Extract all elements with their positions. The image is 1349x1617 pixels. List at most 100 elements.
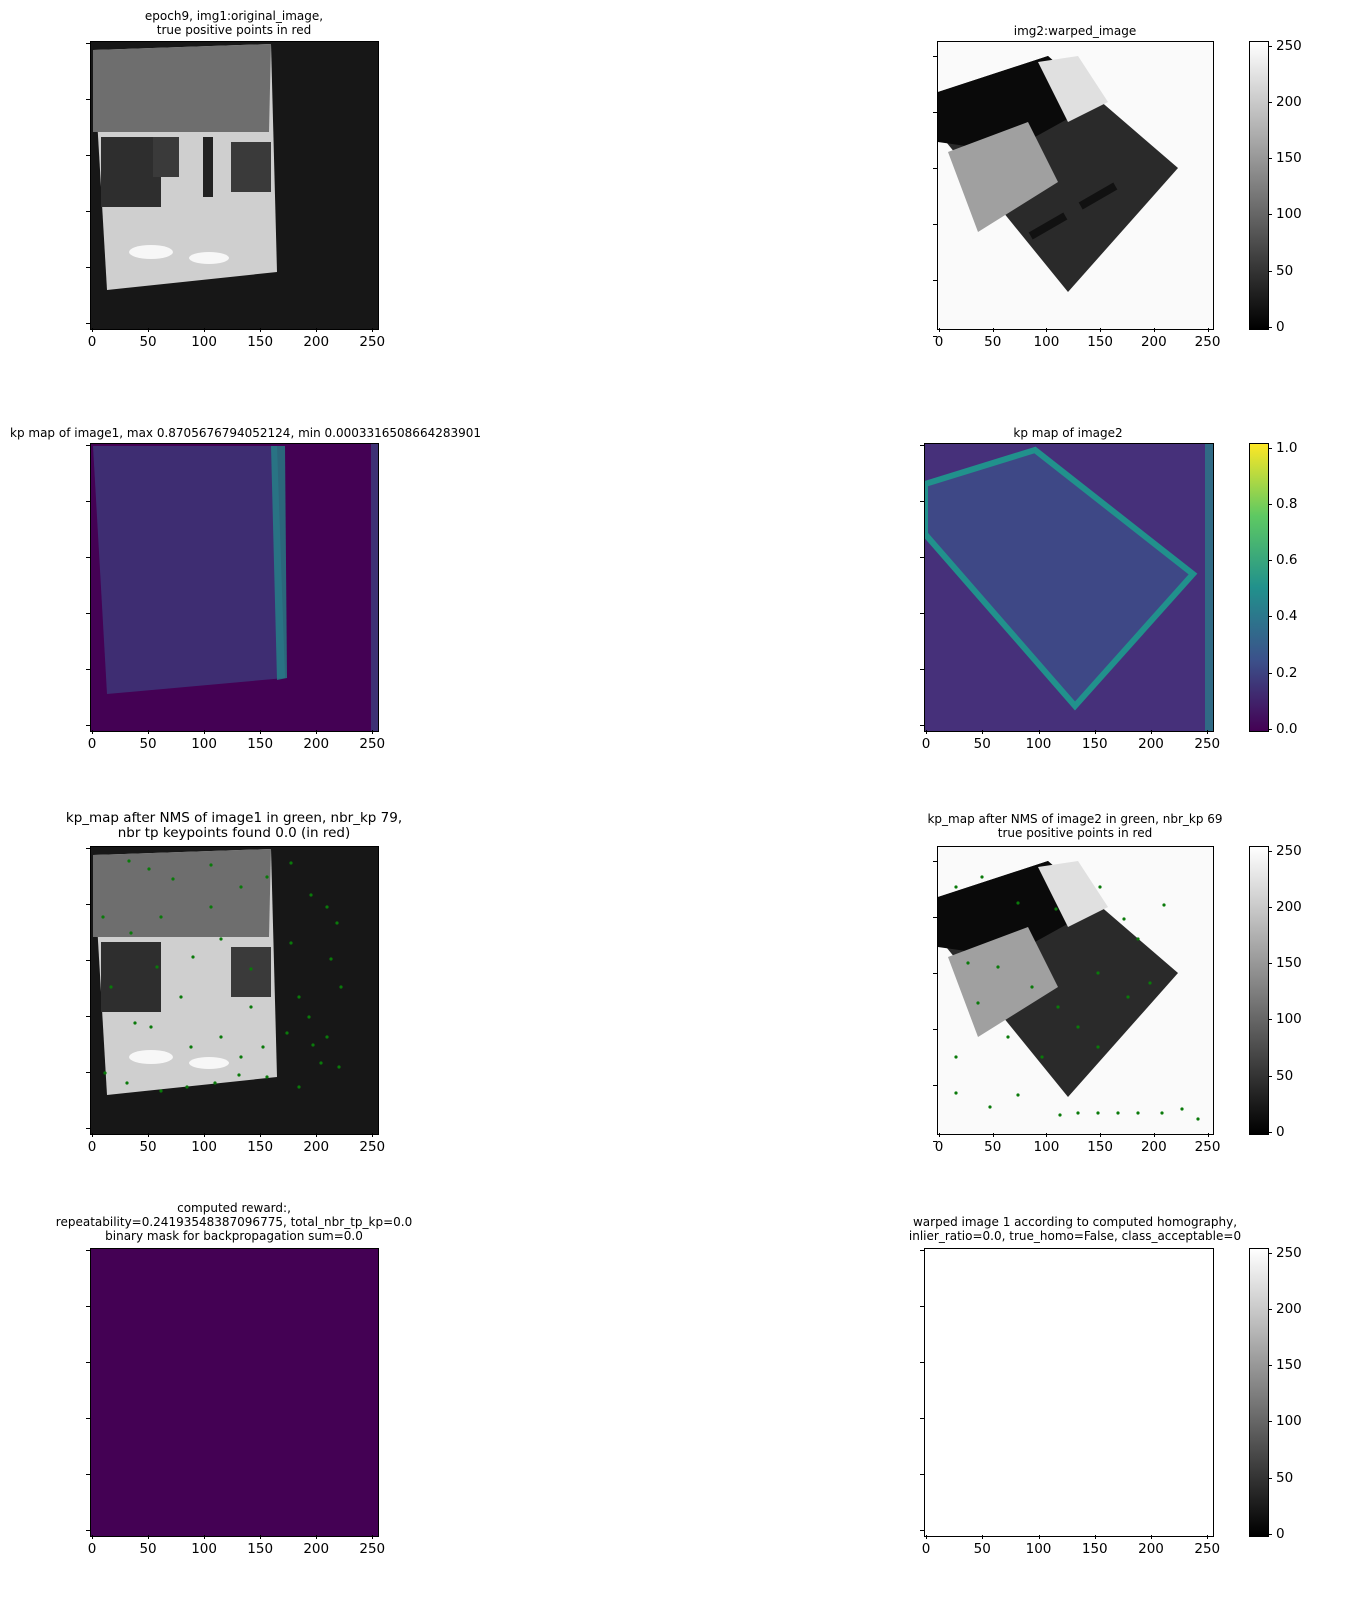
axis-tick-label: 0 xyxy=(87,1139,97,1155)
tick-mark xyxy=(86,445,90,446)
tick-mark xyxy=(1207,730,1209,734)
tick-mark xyxy=(86,1016,90,1018)
tick-mark xyxy=(92,1133,93,1137)
tick-mark xyxy=(920,1306,924,1308)
tick-mark xyxy=(86,1250,90,1251)
keypoint-marker xyxy=(988,1105,992,1109)
axis-tick-label: 250 xyxy=(1194,736,1221,752)
axis-tick-label: 250 xyxy=(359,1139,386,1155)
keypoint-marker xyxy=(1056,1005,1060,1009)
tick-mark xyxy=(933,168,937,170)
tick-mark xyxy=(86,267,90,269)
keypoint-marker xyxy=(265,875,269,879)
reward-mask-plot xyxy=(90,1248,379,1537)
keypoint-marker xyxy=(213,1081,217,1085)
tick-mark xyxy=(920,1530,924,1532)
nms-image1-plot xyxy=(90,846,379,1135)
tick-mark xyxy=(86,904,90,906)
tick-mark xyxy=(204,328,206,332)
colorbar-tick-mark xyxy=(1268,1308,1272,1310)
keypoint-marker xyxy=(311,1043,315,1047)
keypoint-marker xyxy=(954,1091,958,1095)
keypoint-marker xyxy=(191,955,195,959)
axis-tick-label: 50 xyxy=(139,1541,157,1557)
colorbar-tick-label: 50 xyxy=(1276,262,1294,279)
tick-mark xyxy=(86,669,90,671)
keypoint-marker xyxy=(1148,981,1152,985)
keypoint-marker xyxy=(1136,937,1140,941)
axis-tick-label: 250 xyxy=(1194,1541,1221,1557)
colorbar-tick-label: 200 xyxy=(1276,1300,1302,1317)
tick-mark xyxy=(86,1362,90,1364)
tick-mark xyxy=(86,1530,90,1532)
axis-tick-label: 50 xyxy=(973,1541,991,1557)
axis-tick-label: 100 xyxy=(1033,1139,1060,1155)
tick-mark xyxy=(372,730,374,734)
keypoint-marker xyxy=(129,931,133,935)
tick-mark xyxy=(992,1133,994,1137)
kp-map-image1-plot xyxy=(90,443,379,732)
axis-tick-label: 100 xyxy=(191,1541,217,1557)
tick-mark xyxy=(86,848,90,849)
keypoint-marker xyxy=(185,1085,189,1089)
tick-mark xyxy=(86,211,90,213)
panel-title: warped image 1 according to computed hom… xyxy=(908,1215,1242,1243)
keypoint-marker xyxy=(261,1045,265,1049)
colorbar-tick-label: 50 xyxy=(1276,1067,1294,1084)
keypoint-marker xyxy=(249,1005,253,1009)
colorbar-tick-label: 150 xyxy=(1276,955,1302,972)
tick-mark xyxy=(92,730,93,734)
tick-mark xyxy=(148,1133,150,1137)
colorbar-tick-mark xyxy=(1268,1019,1272,1021)
axis-tick-label: 150 xyxy=(1087,1139,1114,1155)
tick-mark xyxy=(920,1474,924,1476)
colorbar-tick-mark xyxy=(1268,1534,1272,1535)
keypoint-marker xyxy=(249,967,253,971)
keypoint-marker xyxy=(133,1021,137,1025)
tick-mark xyxy=(933,1141,937,1143)
colorbar-tick-label: 0 xyxy=(1276,319,1285,335)
tick-mark xyxy=(933,224,937,226)
tick-mark xyxy=(933,1029,937,1031)
keypoint-marker xyxy=(325,1035,329,1039)
panel-title: kp map of image1, max 0.8705676794052124… xyxy=(10,426,482,440)
axis-tick-label: 200 xyxy=(1140,334,1167,350)
tick-mark xyxy=(933,973,937,975)
keypoint-marker xyxy=(179,995,183,999)
axis-tick-label: 200 xyxy=(1140,1139,1167,1155)
keypoint-marker xyxy=(1058,1113,1062,1117)
axis-tick-label: 250 xyxy=(359,736,386,752)
colorbar-gray xyxy=(1249,1248,1269,1537)
tick-mark xyxy=(1094,1535,1096,1539)
tick-mark xyxy=(204,730,206,734)
keypoint-marker xyxy=(976,1001,980,1005)
tick-mark xyxy=(926,1535,927,1539)
keypoint-marker xyxy=(125,1081,129,1085)
tick-mark xyxy=(260,328,262,332)
colorbar-tick-mark xyxy=(1268,503,1272,505)
tick-mark xyxy=(926,730,927,734)
panel-title: kp_map after NMS of image1 in green, nbr… xyxy=(65,810,403,841)
tick-mark xyxy=(148,1535,150,1539)
colorbar-tick-mark xyxy=(1268,270,1272,272)
colorbar-tick-label: 0.4 xyxy=(1276,608,1298,625)
axis-tick-label: 200 xyxy=(303,736,330,752)
tick-mark xyxy=(933,861,937,862)
keypoint-marker xyxy=(1076,1025,1080,1029)
tick-mark xyxy=(920,669,924,671)
tick-mark xyxy=(86,1072,90,1074)
panel-title: kp_map after NMS of image2 in green, nbr… xyxy=(927,812,1223,840)
axis-tick-label: 200 xyxy=(303,334,330,350)
tick-mark xyxy=(316,1133,318,1137)
axis-tick-label: 50 xyxy=(973,736,991,752)
keypoint-marker xyxy=(1098,885,1102,889)
tick-mark xyxy=(86,501,90,503)
tick-mark xyxy=(982,730,984,734)
colorbar-tick-mark xyxy=(1268,214,1272,216)
keypoint-marker xyxy=(289,861,293,865)
tick-mark xyxy=(316,730,318,734)
axis-tick-label: 200 xyxy=(303,1541,330,1557)
keypoint-marker xyxy=(1162,903,1166,907)
keypoint-marker xyxy=(1096,1045,1100,1049)
tick-mark xyxy=(316,1535,318,1539)
